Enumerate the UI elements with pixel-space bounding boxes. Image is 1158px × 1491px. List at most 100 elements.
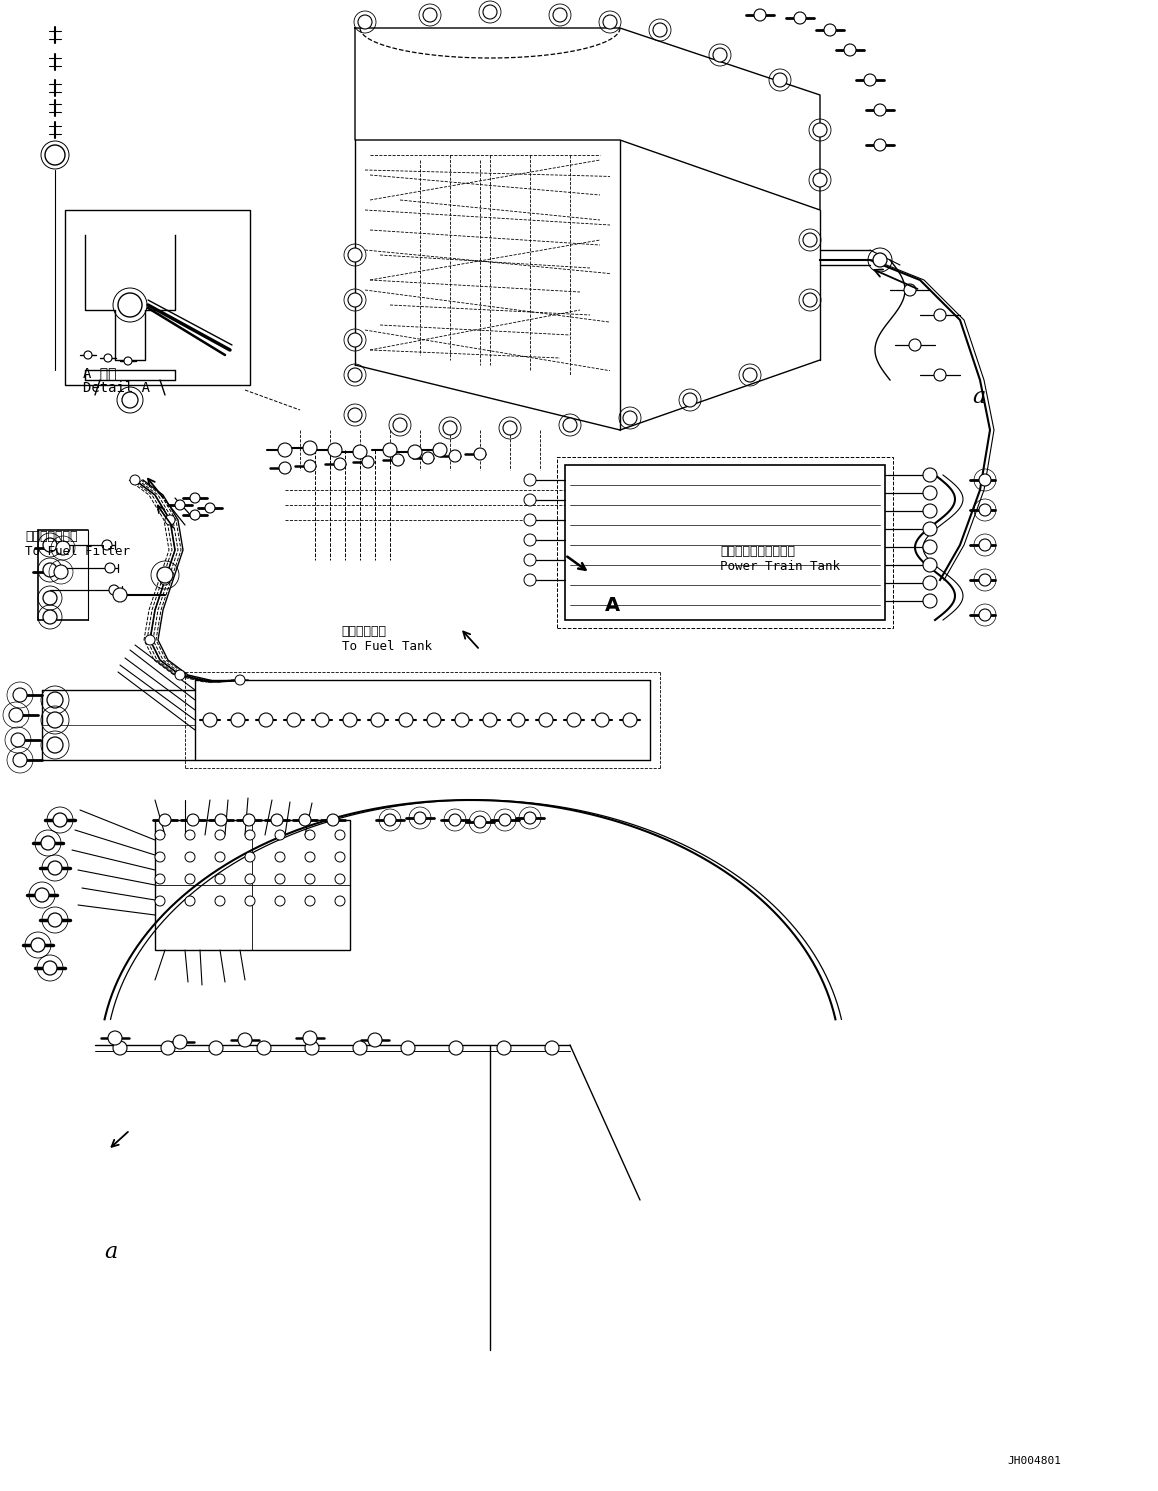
Circle shape — [923, 522, 937, 535]
Circle shape — [713, 48, 727, 63]
Circle shape — [335, 830, 345, 839]
Circle shape — [400, 713, 413, 728]
Circle shape — [864, 75, 875, 86]
Circle shape — [279, 462, 291, 474]
Circle shape — [47, 713, 63, 728]
Circle shape — [245, 851, 255, 862]
Circle shape — [124, 356, 132, 365]
Circle shape — [56, 541, 69, 555]
Circle shape — [9, 708, 23, 722]
Circle shape — [130, 476, 140, 485]
Circle shape — [215, 814, 227, 826]
Circle shape — [567, 713, 581, 728]
Circle shape — [923, 576, 937, 590]
Circle shape — [186, 814, 199, 826]
Circle shape — [334, 458, 346, 470]
Circle shape — [299, 814, 312, 826]
Circle shape — [327, 814, 339, 826]
Circle shape — [595, 713, 609, 728]
Circle shape — [159, 814, 171, 826]
Circle shape — [31, 938, 45, 951]
Circle shape — [47, 737, 63, 753]
Circle shape — [305, 830, 315, 839]
Circle shape — [43, 962, 57, 975]
Circle shape — [303, 1030, 317, 1045]
Circle shape — [305, 1041, 318, 1056]
Circle shape — [554, 7, 567, 22]
Circle shape — [349, 294, 362, 307]
Circle shape — [909, 338, 921, 350]
Circle shape — [122, 392, 138, 409]
Circle shape — [113, 587, 127, 602]
Circle shape — [979, 474, 991, 486]
Circle shape — [102, 540, 112, 550]
Circle shape — [979, 608, 991, 620]
Circle shape — [274, 896, 285, 907]
Circle shape — [813, 122, 827, 137]
Circle shape — [525, 494, 536, 505]
Circle shape — [979, 504, 991, 516]
Circle shape — [328, 443, 342, 458]
Circle shape — [305, 874, 315, 884]
Text: 燃料フィルタへ: 燃料フィルタへ — [25, 529, 78, 543]
Circle shape — [349, 332, 362, 347]
Circle shape — [175, 669, 185, 680]
Circle shape — [353, 444, 367, 459]
Circle shape — [278, 443, 292, 458]
Circle shape — [239, 1033, 252, 1047]
Circle shape — [45, 145, 65, 166]
Text: To Fuel Filter: To Fuel Filter — [25, 544, 131, 558]
Circle shape — [433, 443, 447, 458]
Circle shape — [422, 452, 434, 464]
Circle shape — [423, 7, 437, 22]
Circle shape — [185, 874, 195, 884]
Circle shape — [305, 851, 315, 862]
Circle shape — [109, 584, 119, 595]
Circle shape — [483, 4, 497, 19]
Circle shape — [603, 15, 617, 28]
Circle shape — [455, 713, 469, 728]
Circle shape — [935, 309, 946, 321]
Bar — [565, 465, 885, 620]
Circle shape — [164, 514, 175, 525]
Circle shape — [35, 889, 49, 902]
Circle shape — [85, 350, 91, 359]
Circle shape — [343, 713, 357, 728]
Circle shape — [305, 896, 315, 907]
Circle shape — [935, 368, 946, 382]
Text: a: a — [104, 1242, 117, 1263]
Circle shape — [104, 353, 112, 362]
Circle shape — [185, 896, 195, 907]
Circle shape — [371, 713, 384, 728]
Circle shape — [10, 734, 25, 747]
Circle shape — [335, 851, 345, 862]
Circle shape — [43, 610, 57, 625]
Text: Detail A: Detail A — [83, 382, 151, 395]
Circle shape — [653, 22, 667, 37]
Circle shape — [415, 813, 426, 825]
Circle shape — [362, 456, 374, 468]
Circle shape — [305, 461, 316, 473]
Circle shape — [155, 830, 164, 839]
Circle shape — [349, 409, 362, 422]
Bar — [155, 820, 350, 950]
Circle shape — [623, 412, 637, 425]
Circle shape — [979, 540, 991, 552]
Circle shape — [923, 486, 937, 499]
Circle shape — [274, 851, 285, 862]
Bar — [65, 210, 250, 385]
Circle shape — [358, 15, 372, 28]
Circle shape — [802, 294, 818, 307]
Circle shape — [13, 687, 27, 702]
Circle shape — [108, 1030, 122, 1045]
Circle shape — [474, 447, 486, 461]
Circle shape — [499, 814, 511, 826]
Circle shape — [43, 564, 57, 577]
Circle shape — [683, 394, 697, 407]
Circle shape — [474, 816, 486, 828]
Circle shape — [393, 453, 404, 467]
Circle shape — [43, 590, 57, 605]
Circle shape — [215, 851, 225, 862]
Text: Power Train Tank: Power Train Tank — [720, 559, 841, 573]
Circle shape — [47, 692, 63, 708]
